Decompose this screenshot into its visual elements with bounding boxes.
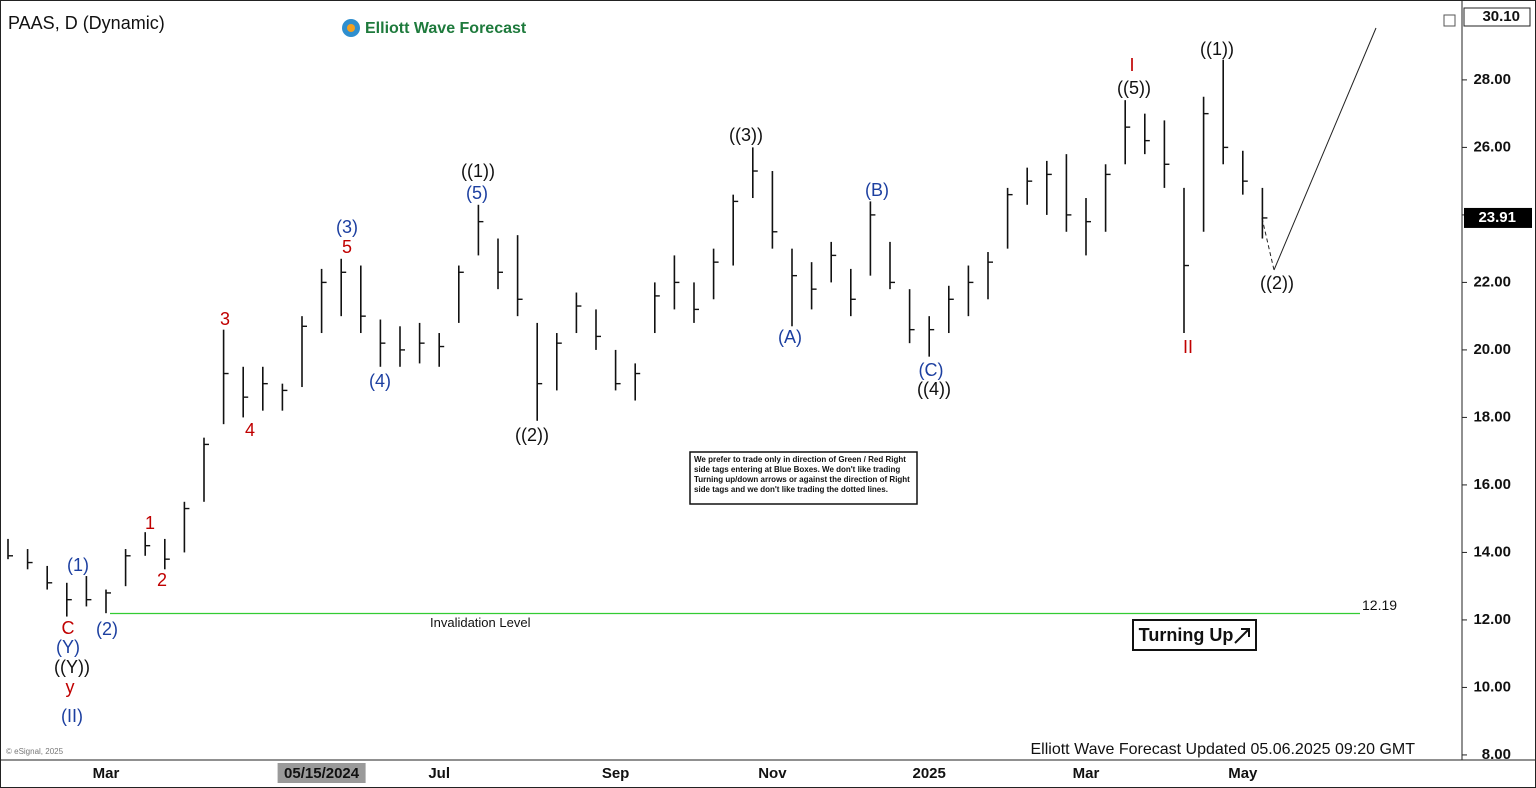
x-tick-label: Mar xyxy=(1073,765,1100,782)
y-tick-label: 28.00 xyxy=(1473,71,1511,88)
wave-label: (Y) xyxy=(56,637,80,657)
wave-label: ((Y)) xyxy=(54,657,90,677)
x-tick-label: 05/15/2024 xyxy=(284,765,360,782)
notice-line: side tags entering at Blue Boxes. We don… xyxy=(694,465,900,474)
window-icon[interactable] xyxy=(1443,14,1456,27)
wave-label: 4 xyxy=(245,420,255,440)
notice-line: side tags and we don't like trading the … xyxy=(694,485,888,494)
wave-label: (4) xyxy=(369,371,391,391)
wave-label: II xyxy=(1183,337,1193,357)
logo-icon-core xyxy=(347,24,355,32)
y-tick-label: 20.00 xyxy=(1473,341,1511,358)
wave-label: (II) xyxy=(61,706,83,726)
wave-label: (1) xyxy=(67,555,89,575)
y-tick-label: 18.00 xyxy=(1473,408,1511,425)
notice-box xyxy=(689,451,918,505)
logo-text: Elliott Wave Forecast xyxy=(365,20,527,37)
wave-label: ((4)) xyxy=(917,379,951,399)
wave-label: (5) xyxy=(466,183,488,203)
y-tick-label: 22.00 xyxy=(1473,273,1511,290)
wave-label: ((2)) xyxy=(1260,273,1294,293)
projection-line xyxy=(1273,27,1377,271)
y-tick-label: 26.00 xyxy=(1473,138,1511,155)
wave-label: ((1)) xyxy=(461,161,495,181)
y-tick-label: 10.00 xyxy=(1473,678,1511,695)
invalidation-label: Invalidation Level xyxy=(430,615,531,630)
footer: Elliott Wave Forecast Updated 05.06.2025… xyxy=(1031,741,1416,758)
x-tick-label: Jul xyxy=(428,765,450,782)
wave-label: (3) xyxy=(336,217,358,237)
x-tick-label: Sep xyxy=(602,765,630,782)
top-price-label: 30.10 xyxy=(1482,8,1520,25)
signal-text: Turning Up xyxy=(1139,625,1234,645)
logo: Elliott Wave Forecast xyxy=(342,19,527,37)
chart-title: PAAS, D (Dynamic) xyxy=(8,13,165,33)
x-tick-label: Nov xyxy=(758,765,787,782)
signal-box xyxy=(1132,619,1257,651)
y-tick-label: 8.00 xyxy=(1482,746,1511,763)
invalidation-value: 12.19 xyxy=(1362,597,1397,613)
wave-label: 1 xyxy=(145,513,155,533)
notice-line: We prefer to trade only in direction of … xyxy=(694,455,906,464)
wave-label: 5 xyxy=(342,237,352,257)
wave-label: C xyxy=(62,618,75,638)
copyright: © eSignal, 2025 xyxy=(6,747,64,756)
wave-label: 3 xyxy=(220,309,230,329)
signal-arrow xyxy=(1234,628,1250,644)
x-tick-label: May xyxy=(1228,765,1258,782)
wave-label: (A) xyxy=(778,327,802,347)
x-tick-label: 2025 xyxy=(913,765,946,782)
last-price-label: 23.91 xyxy=(1478,209,1516,226)
y-tick-label: 14.00 xyxy=(1473,543,1511,560)
wave-label: 2 xyxy=(157,570,167,590)
wave-label: ((3)) xyxy=(729,125,763,145)
wave-label: I xyxy=(1129,55,1134,75)
wave-label: y xyxy=(66,677,75,697)
wave-label: (B) xyxy=(865,180,889,200)
y-tick-label: 12.00 xyxy=(1473,611,1511,628)
last-price-box xyxy=(1464,207,1532,228)
wave-label: ((1)) xyxy=(1200,39,1234,59)
wave-label: (2) xyxy=(96,619,118,639)
notice-line: Turning up/down arrows or against the di… xyxy=(694,475,910,484)
wave-label: ((5)) xyxy=(1117,78,1151,98)
y-tick-label: 16.00 xyxy=(1473,476,1511,493)
wave-label: ((2)) xyxy=(515,425,549,445)
top-price-box xyxy=(1463,7,1531,27)
wave-label: (C) xyxy=(919,360,944,380)
x-tick-label: Mar xyxy=(93,765,120,782)
projection-dashed xyxy=(1261,217,1275,271)
crosshair-date-box xyxy=(277,763,366,783)
